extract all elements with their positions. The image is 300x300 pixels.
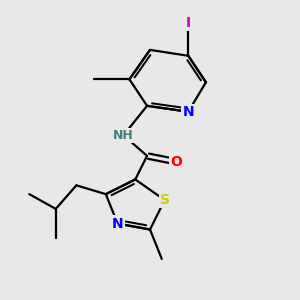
Text: N: N [182,105,194,119]
Text: S: S [160,193,170,207]
Text: I: I [186,16,191,30]
Text: O: O [171,155,182,169]
Text: N: N [112,217,123,231]
Text: NH: NH [113,129,134,142]
